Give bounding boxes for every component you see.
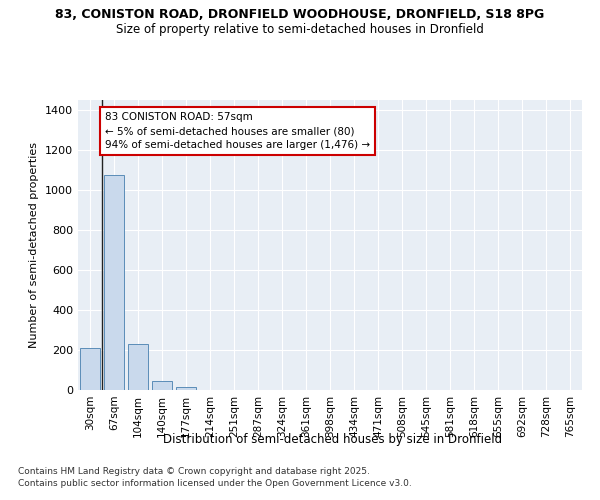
Text: Contains HM Land Registry data © Crown copyright and database right 2025.: Contains HM Land Registry data © Crown c… [18, 468, 370, 476]
Text: Contains public sector information licensed under the Open Government Licence v3: Contains public sector information licen… [18, 479, 412, 488]
Text: Distribution of semi-detached houses by size in Dronfield: Distribution of semi-detached houses by … [163, 432, 503, 446]
Text: Size of property relative to semi-detached houses in Dronfield: Size of property relative to semi-detach… [116, 22, 484, 36]
Bar [80, 348, 100, 390]
Bar [104, 175, 124, 390]
Bar [128, 344, 148, 390]
Bar [152, 381, 172, 390]
Text: 83 CONISTON ROAD: 57sqm
← 5% of semi-detached houses are smaller (80)
94% of sem: 83 CONISTON ROAD: 57sqm ← 5% of semi-det… [105, 112, 370, 150]
Text: 83, CONISTON ROAD, DRONFIELD WOODHOUSE, DRONFIELD, S18 8PG: 83, CONISTON ROAD, DRONFIELD WOODHOUSE, … [55, 8, 545, 20]
Y-axis label: Number of semi-detached properties: Number of semi-detached properties [29, 142, 40, 348]
Bar [176, 387, 196, 390]
